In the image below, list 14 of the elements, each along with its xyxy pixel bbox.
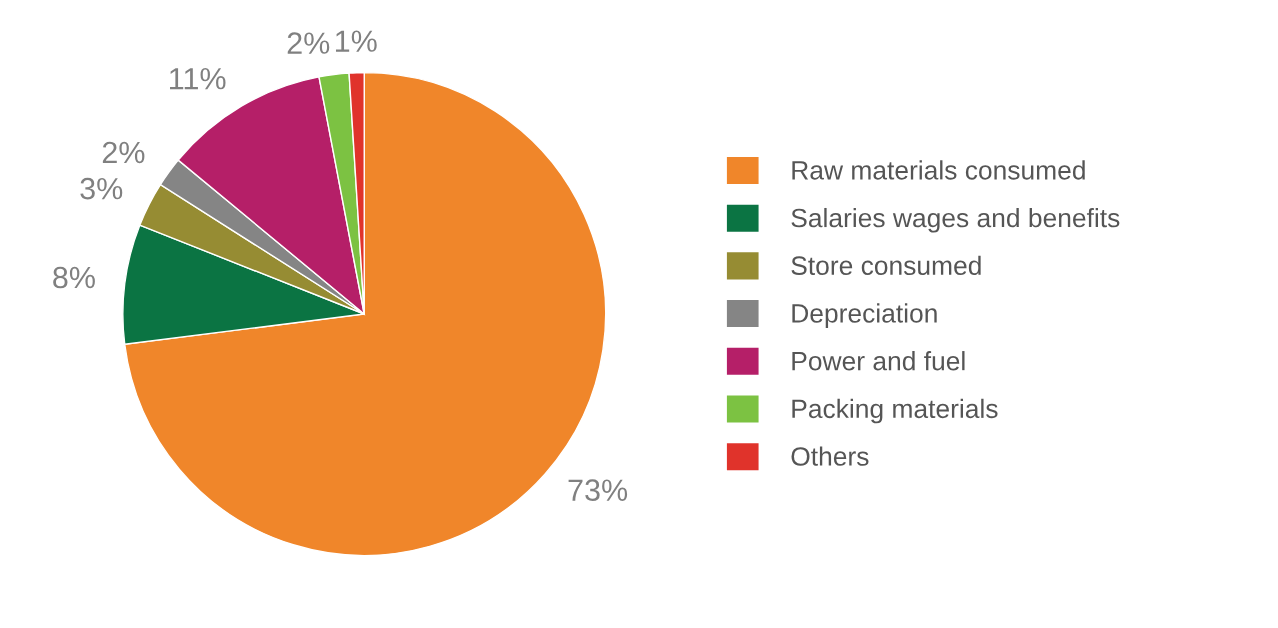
legend-label: Power and fuel bbox=[792, 351, 965, 371]
legend-label: Store consumed bbox=[791, 255, 981, 276]
legend-label: Raw materials consumed bbox=[792, 160, 1085, 180]
data-label: 1% bbox=[335, 30, 377, 52]
data-label: 11% bbox=[170, 67, 226, 90]
legend-label: Packing materials bbox=[792, 398, 998, 424]
data-label: 2% bbox=[287, 32, 330, 54]
legend-label: Others bbox=[791, 446, 869, 466]
legend-label: Depreciation bbox=[792, 303, 937, 328]
data-label: 2% bbox=[102, 141, 145, 164]
data-label: 73% bbox=[568, 479, 628, 501]
legend-label: Salaries wages and benefits bbox=[791, 207, 1120, 233]
data-label: 8% bbox=[53, 266, 95, 289]
data-label: 3% bbox=[80, 177, 123, 200]
